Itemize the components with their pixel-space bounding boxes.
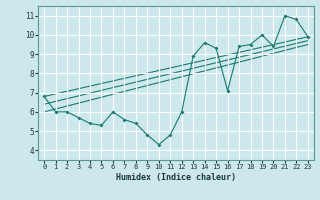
- X-axis label: Humidex (Indice chaleur): Humidex (Indice chaleur): [116, 173, 236, 182]
